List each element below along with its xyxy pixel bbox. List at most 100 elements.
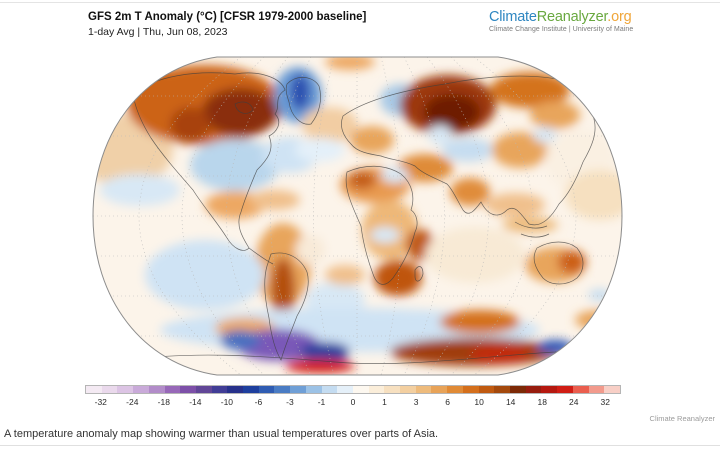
colorbar-segment [541, 386, 558, 393]
colorbar-segment [148, 386, 165, 393]
colorbar-tick-label: -14 [189, 397, 202, 407]
anomaly-greenland-cold-core [290, 74, 310, 110]
colorbar-tick-label: -6 [254, 397, 263, 407]
colorbar-segment [227, 386, 244, 393]
anomaly-canada-west-warm [170, 107, 210, 143]
anomaly-antarctica-warm-red-streak [285, 359, 355, 373]
colorbar-segment [400, 386, 416, 393]
anomaly-caspian-cool [428, 125, 452, 145]
colorbar-segment [415, 386, 432, 393]
anomaly-indian-ocean-warm [425, 227, 525, 283]
anomaly-central-asia-cool [442, 138, 494, 162]
colorbar-tick-label: -32 [94, 397, 107, 407]
graticule [93, 57, 622, 375]
anomaly-north-pacific-cool [100, 174, 180, 206]
colorbar-segment [86, 386, 102, 393]
anomaly-middle-east-warm [397, 154, 453, 182]
anomaly-central-us-cool [190, 139, 280, 191]
anomaly-europe-warm [350, 126, 394, 154]
coastline-greenland [285, 77, 321, 125]
logo-reanalyzer: Reanalyzer [536, 9, 608, 25]
anomaly-southern-africa-strong-warm [374, 260, 422, 296]
anomaly-india-warm [450, 178, 490, 206]
logo-tagline: Climate Change Institute | University of… [489, 26, 634, 33]
coastline-central-america [248, 247, 274, 265]
colorbar-segment [604, 386, 620, 393]
coastline-north-america [132, 72, 286, 251]
colorbar-segment [321, 386, 338, 393]
colorbar-segment [368, 386, 385, 393]
colorbar-segment [509, 386, 526, 393]
anomaly-new-zealand-cool [588, 289, 612, 301]
bottom-divider [0, 445, 720, 446]
temperature-colorbar [85, 385, 621, 394]
top-divider [0, 2, 720, 3]
climate-reanalyzer-logo[interactable]: ClimateReanalyzer.org Climate Change Ins… [489, 9, 633, 33]
anomaly-north-atlantic-cool [295, 138, 345, 162]
anomaly-equatorial-africa-cool [370, 227, 400, 243]
coastline-indonesia [514, 221, 550, 238]
anomaly-equatorial-pacific-warm [565, 170, 622, 220]
map-title: GFS 2m T Anomaly (°C) [CFSR 1979-2000 ba… [88, 11, 367, 23]
colorbar-segment [290, 386, 306, 393]
colorbar-tick-label: 6 [445, 397, 450, 407]
map-subtitle: 1-day Avg | Thu, Jun 08, 2023 [88, 26, 228, 38]
robinson-projection-svg [92, 56, 623, 376]
colorbar-tick-label: 32 [600, 397, 610, 407]
colorbar-segment [352, 386, 369, 393]
anomaly-east-siberia-warm [490, 72, 570, 108]
colorbar-segment [243, 386, 259, 393]
anomaly-southern-ocean-warm-right [440, 310, 520, 334]
colorbar-segment [478, 386, 495, 393]
anomaly-west-sahara-strong-warm [348, 171, 376, 189]
colorbar-segment [258, 386, 275, 393]
anomaly-arctic-warm [325, 57, 375, 70]
anomaly-far-south-pacific-warm [575, 310, 622, 330]
image-caption: A temperature anomaly map showing warmer… [4, 428, 439, 440]
coastline-hudson-bay [234, 101, 254, 114]
anomaly-antarctica-warm-core-right [470, 345, 530, 363]
coastline-australia [533, 241, 584, 285]
coastline-africa [345, 165, 418, 285]
colorbar-segment [572, 386, 589, 393]
logo-org: .org [607, 9, 632, 25]
colorbar-segment [305, 386, 322, 393]
colorbar-segment [180, 386, 196, 393]
anomaly-north-atlantic-warm [302, 107, 358, 143]
colorbar-tick-label: -18 [157, 397, 170, 407]
colorbar-segment [164, 386, 181, 393]
world-anomaly-map [85, 52, 630, 380]
anomaly-brazil-neutral [295, 235, 325, 265]
colorbar-segment [101, 386, 118, 393]
colorbar-segment [384, 386, 401, 393]
source-credit: Climate Reanalyzer [649, 414, 715, 423]
anomaly-argentina-strong-warm [271, 258, 295, 322]
logo-climate: Climate [489, 9, 537, 25]
anomaly-northeast-asia-warm [530, 101, 580, 129]
projection-outline [92, 56, 623, 376]
colorbar-tick-label: -1 [317, 397, 326, 407]
colorbar-tick-label: 18 [537, 397, 547, 407]
colorbar-segment [525, 386, 542, 393]
colorbar-segment [195, 386, 212, 393]
colorbar-tick-labels: -32 -24 -18 -14 -10 -6 -3 -1 0 1 3 6 10 14 18 24 32 [85, 397, 621, 407]
anomaly-libya-cool [381, 167, 409, 183]
colorbar-tick-label: 10 [474, 397, 484, 407]
coastline-madagascar [414, 266, 424, 282]
colorbar-segment [462, 386, 479, 393]
colorbar-segment [117, 386, 134, 393]
colorbar-tick-label: 0 [350, 397, 356, 407]
colorbar-segment [431, 386, 448, 393]
anomaly-southeast-pacific-cool [145, 240, 265, 310]
colorbar-tick-label: 3 [413, 397, 419, 407]
anomaly-south-atlantic-warm [325, 265, 365, 285]
colorbar-tick-label: -3 [286, 397, 294, 407]
anomaly-southeast-asia-warm [485, 193, 545, 217]
colorbar-tick-label: 1 [382, 397, 387, 407]
anomaly-field [93, 57, 622, 373]
colorbar-segment [494, 386, 510, 393]
anomaly-japan-cool [533, 127, 557, 143]
colorbar-tick-label: -10 [220, 397, 234, 407]
anomaly-antarctica-cold-blue [300, 342, 350, 362]
